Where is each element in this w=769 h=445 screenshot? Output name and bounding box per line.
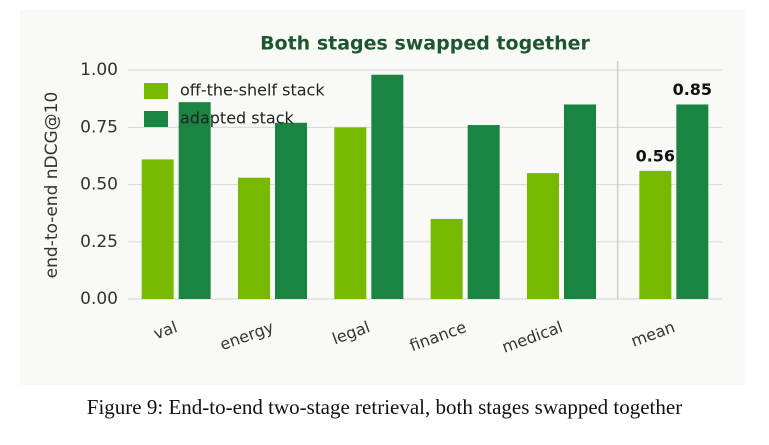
legend-label: off-the-shelf stack [180,81,325,100]
bar [676,104,709,299]
bar [178,102,211,299]
y-tick-label: 0.00 [80,289,118,309]
chart-title: Both stages swapped together [260,33,590,55]
bar [238,177,270,299]
y-tick-label: 0.75 [80,117,118,137]
bar [334,127,367,299]
legend-swatch [144,83,168,99]
value-label: 0.56 [636,146,675,165]
bar [564,104,596,299]
bar [275,122,307,300]
bar [639,170,672,299]
y-axis-label: end-to-end nDCG@10 [42,92,62,279]
figure-caption: Figure 9: End-to-end two-stage retrieval… [86,395,683,419]
legend-label: adapted stack [180,109,294,128]
value-label: 0.85 [673,80,712,99]
bar [430,218,463,299]
chart: Both stages swapped together end-to-end … [42,32,722,357]
y-tick-label: 1.00 [80,60,118,80]
bar [371,74,404,299]
y-tick-label: 0.25 [80,232,118,252]
legend-swatch [144,111,168,127]
y-tick-label: 0.50 [80,175,118,195]
bar [141,159,174,299]
bar [527,173,559,299]
bar [467,125,500,299]
